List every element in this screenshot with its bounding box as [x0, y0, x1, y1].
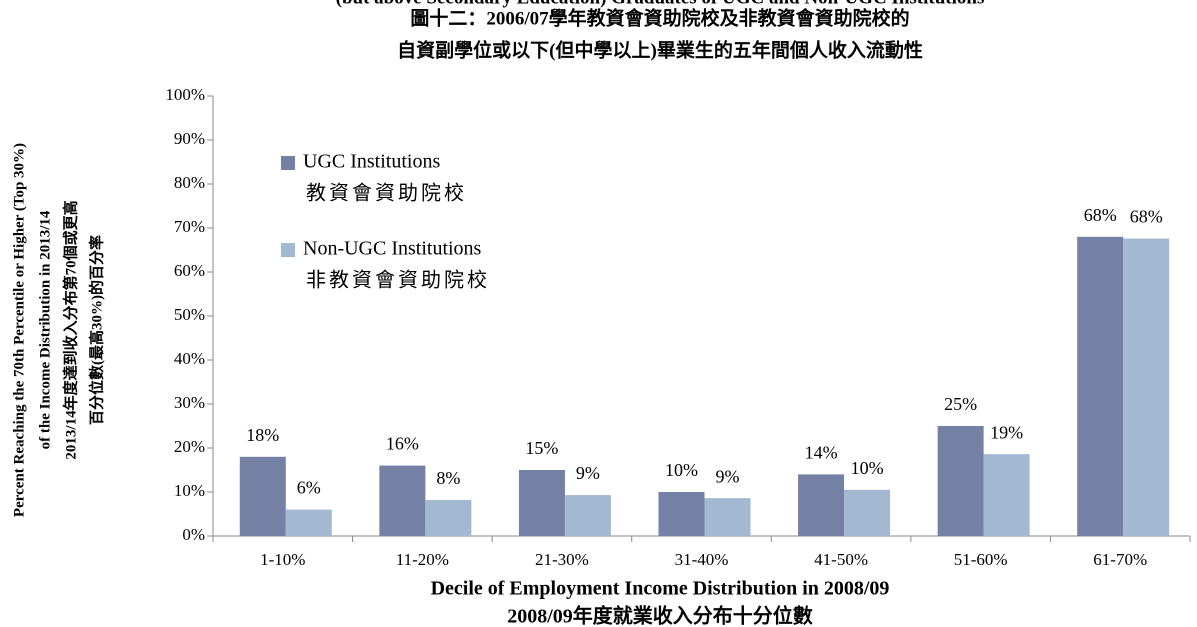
- y-tick-label: 10%: [174, 481, 205, 500]
- bar: [704, 498, 751, 536]
- legend-label-zh: 教資會資助院校: [306, 182, 467, 205]
- legend-label: UGC Institutions: [303, 151, 440, 173]
- data-label: 10%: [851, 458, 884, 478]
- y-tick-label: 30%: [174, 393, 205, 412]
- data-label: 9%: [576, 463, 600, 483]
- data-label: 10%: [665, 460, 698, 480]
- x-tick-label: 41-50%: [814, 550, 868, 569]
- data-label: 68%: [1084, 205, 1117, 225]
- chart-title: 圖十二：2006/07學年教資會資助院校及非教資會資助院校的: [410, 6, 909, 29]
- x-tick-label: 11-20%: [396, 550, 449, 569]
- data-label: 8%: [436, 468, 460, 488]
- y-axis-label-line: Percent Reaching the 70th Percentile or …: [11, 143, 27, 517]
- y-tick-label: 50%: [174, 305, 205, 324]
- data-label: 15%: [525, 438, 558, 458]
- y-tick-label: 40%: [174, 349, 205, 368]
- y-axis-label-line: of the Income Distribution in 2013/14: [37, 210, 53, 449]
- legend-swatch: [281, 156, 295, 170]
- legend-label-zh: 非教資會資助院校: [306, 269, 490, 292]
- x-tick-label: 21-30%: [535, 550, 589, 569]
- bar: [379, 465, 426, 536]
- chart-title: 自資副學位或以下(但中學以上)畢業生的五年間個人收入流動性: [397, 38, 923, 61]
- y-tick-label: 70%: [174, 217, 205, 236]
- data-label: 68%: [1130, 207, 1163, 227]
- x-tick-label: 51-60%: [954, 550, 1008, 569]
- bar: [425, 499, 472, 536]
- bar: [1077, 236, 1124, 537]
- legend-label: Non-UGC Institutions: [303, 238, 482, 260]
- data-label: 16%: [386, 434, 419, 454]
- bar: [239, 456, 286, 536]
- y-tick-label: 90%: [174, 129, 205, 148]
- y-tick-label: 80%: [174, 173, 205, 192]
- x-tick-label: 1-10%: [260, 550, 305, 569]
- bar: [1123, 238, 1170, 536]
- data-label: 19%: [990, 422, 1023, 442]
- data-label: 6%: [297, 478, 321, 498]
- x-tick-label: 61-70%: [1093, 550, 1147, 569]
- y-axis-label: Percent Reaching the 70th Percentile or …: [11, 143, 105, 517]
- data-label: 9%: [716, 466, 740, 486]
- bar: [798, 474, 845, 536]
- data-label: 18%: [246, 425, 279, 445]
- bar: [285, 509, 332, 536]
- bar: [518, 470, 565, 536]
- x-tick-label: 31-40%: [675, 550, 729, 569]
- chart-title: (but above Secondary Education) Graduate…: [336, 0, 985, 8]
- bar: [844, 489, 891, 536]
- bar: [983, 454, 1030, 536]
- bar: [937, 426, 984, 536]
- data-label: 25%: [944, 394, 977, 414]
- data-label: 14%: [805, 443, 838, 463]
- y-tick-label: 20%: [174, 437, 205, 456]
- bar: [564, 495, 611, 536]
- y-tick-label: 60%: [174, 261, 205, 280]
- bar: [658, 492, 705, 536]
- y-tick-label: 0%: [182, 525, 205, 544]
- y-axis-label-line: 2013/14年度達到收入分布第70個或更高: [61, 200, 79, 459]
- x-axis-label: 2008/09年度就業收入分布十分位數: [507, 604, 813, 627]
- legend-swatch: [281, 243, 295, 257]
- y-tick-label: 100%: [165, 85, 205, 104]
- y-axis-label-line: 百分位數(最高30%)的百分率: [87, 235, 105, 425]
- x-axis-label: Decile of Employment Income Distribution…: [431, 578, 890, 600]
